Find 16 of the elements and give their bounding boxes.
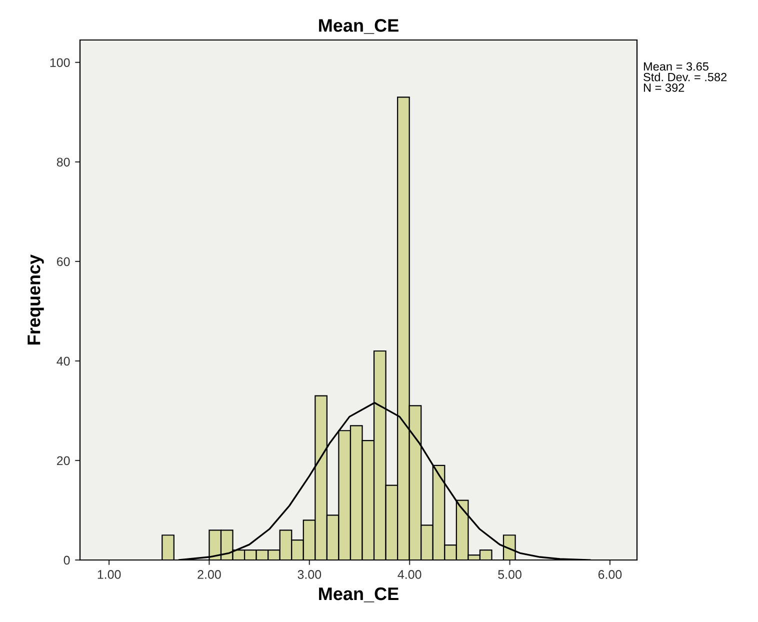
text: Mean = 3.65 Std. Dev. = .582 N = 392	[644, 62, 727, 92]
y-tick-label: 80	[56, 158, 70, 167]
y-tick-label: 0	[64, 556, 70, 565]
y-axis-title: Frequency	[28, 254, 44, 344]
x-tick-label: 4.00	[398, 570, 422, 579]
x-tick-label: 1.00	[98, 570, 121, 579]
x-tick-label: 2.00	[198, 570, 221, 579]
y-tick-label: 40	[56, 356, 70, 366]
x-tick-label: 3.00	[298, 570, 322, 579]
x-axis-title: Mean_CE	[319, 587, 398, 602]
x-tick-label: 5.00	[498, 570, 522, 579]
chart-title: Mean_CE	[319, 19, 398, 34]
y-tick-label: 100	[50, 58, 70, 68]
x-tick-label: 6.00	[598, 570, 622, 579]
y-tick-label: 60	[57, 257, 70, 266]
y-tick-label: 20	[57, 456, 70, 466]
